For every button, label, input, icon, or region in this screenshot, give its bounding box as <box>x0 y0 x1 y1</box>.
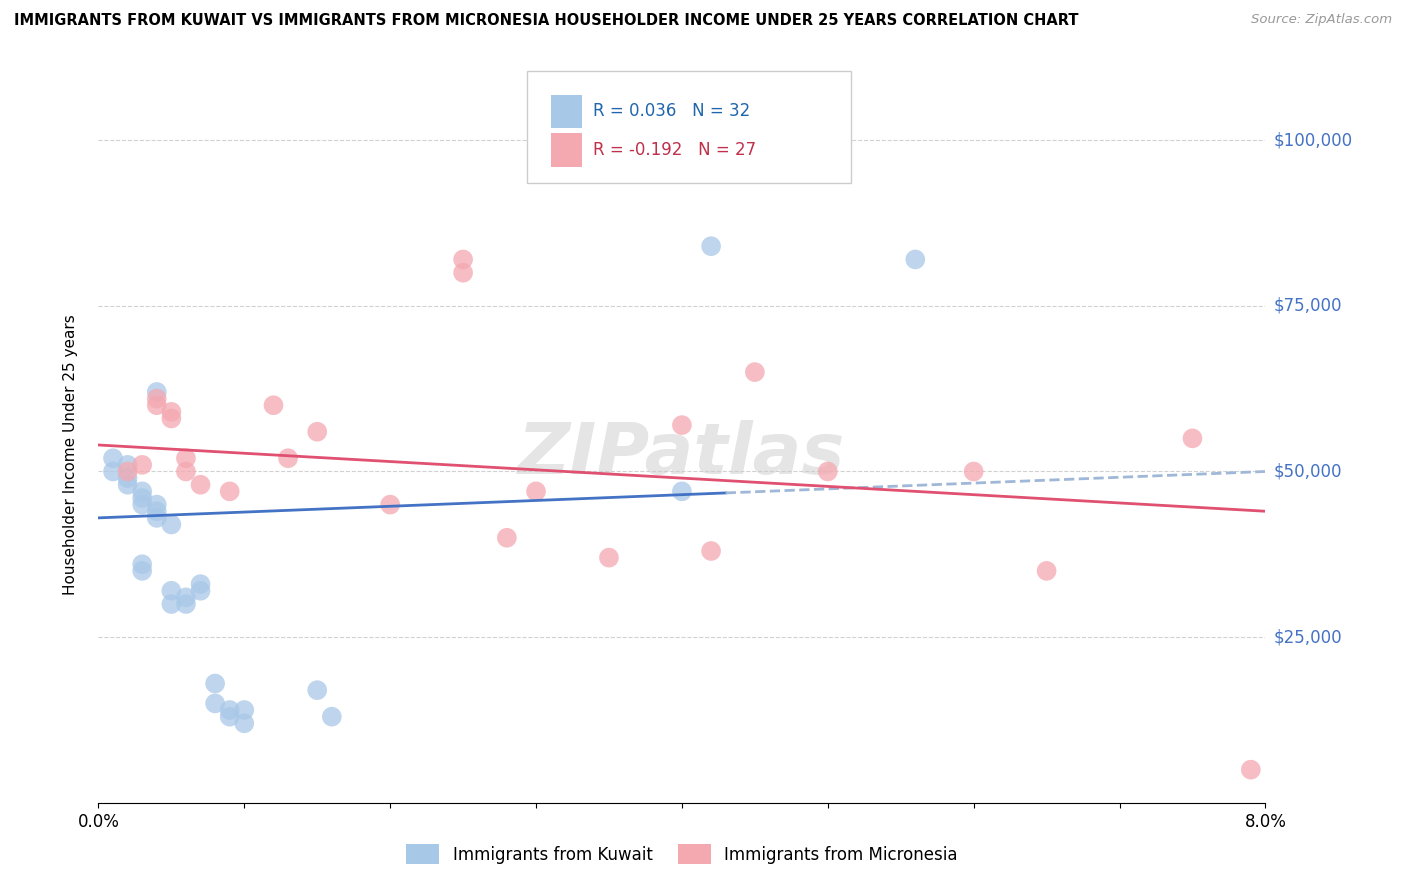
Point <box>307 683 329 698</box>
Legend: Immigrants from Kuwait, Immigrants from Micronesia: Immigrants from Kuwait, Immigrants from … <box>399 838 965 871</box>
Point <box>190 477 212 491</box>
Point <box>160 405 183 419</box>
Point <box>117 458 139 472</box>
Point <box>146 384 169 399</box>
Point <box>817 465 839 479</box>
Point <box>1035 564 1057 578</box>
Point <box>101 451 124 466</box>
Point <box>233 716 256 731</box>
Point <box>277 451 299 466</box>
Point <box>146 504 169 518</box>
Point <box>146 511 169 525</box>
Point <box>204 676 226 690</box>
Point <box>131 491 153 505</box>
Point <box>117 477 139 491</box>
Point <box>962 465 984 479</box>
Point <box>321 709 343 723</box>
Point <box>160 583 183 598</box>
Point <box>131 498 153 512</box>
Text: Source: ZipAtlas.com: Source: ZipAtlas.com <box>1251 13 1392 27</box>
Point <box>117 465 139 479</box>
Point <box>190 583 212 598</box>
Point <box>700 544 723 558</box>
Point <box>160 597 183 611</box>
Point <box>146 498 169 512</box>
Point <box>174 465 197 479</box>
Point <box>451 252 474 267</box>
Point <box>524 484 547 499</box>
Text: $50,000: $50,000 <box>1274 462 1343 481</box>
Point <box>671 484 693 499</box>
Text: R = 0.036   N = 32: R = 0.036 N = 32 <box>593 103 751 120</box>
Point <box>218 709 240 723</box>
Point <box>744 365 766 379</box>
Point <box>160 517 183 532</box>
Point <box>174 451 197 466</box>
Text: $75,000: $75,000 <box>1274 297 1343 315</box>
Point <box>131 484 153 499</box>
Point <box>204 697 226 711</box>
Point <box>131 458 153 472</box>
Point <box>218 484 240 499</box>
Point <box>146 398 169 412</box>
Point <box>451 266 474 280</box>
Point <box>131 558 153 572</box>
Text: $25,000: $25,000 <box>1274 628 1343 646</box>
Point <box>160 411 183 425</box>
Point <box>1181 431 1204 445</box>
Y-axis label: Householder Income Under 25 years: Householder Income Under 25 years <box>63 315 77 595</box>
Point <box>101 465 124 479</box>
Point <box>262 398 284 412</box>
Point <box>1240 763 1263 777</box>
Point <box>700 239 723 253</box>
Point <box>190 577 212 591</box>
Text: IMMIGRANTS FROM KUWAIT VS IMMIGRANTS FROM MICRONESIA HOUSEHOLDER INCOME UNDER 25: IMMIGRANTS FROM KUWAIT VS IMMIGRANTS FRO… <box>14 13 1078 29</box>
Point <box>671 418 693 433</box>
Point <box>904 252 927 267</box>
Point <box>174 597 197 611</box>
Point <box>117 471 139 485</box>
Point <box>378 498 402 512</box>
Text: $100,000: $100,000 <box>1274 131 1353 149</box>
Text: ZIPatlas: ZIPatlas <box>519 420 845 490</box>
Point <box>218 703 240 717</box>
Point <box>174 591 197 605</box>
Text: R = -0.192   N = 27: R = -0.192 N = 27 <box>593 141 756 159</box>
Point <box>146 392 169 406</box>
Point <box>307 425 329 439</box>
Point <box>598 550 620 565</box>
Point <box>233 703 256 717</box>
Point <box>131 564 153 578</box>
Point <box>496 531 519 545</box>
